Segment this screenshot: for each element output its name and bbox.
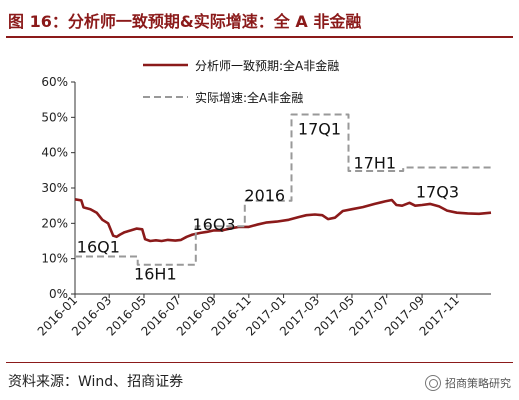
legend-label-1: 分析师一致预期:全A非金融 <box>195 58 339 73</box>
series-layer <box>74 113 492 266</box>
source-note: 资料来源：Wind、招商证券 <box>8 374 184 390</box>
title-rule <box>6 36 513 38</box>
annotation-label: 17Q3 <box>416 183 459 202</box>
brand: 招商策略研究 <box>425 375 511 391</box>
x-axis: 2016-012016-032016-052016-072016-092016-… <box>35 293 491 339</box>
y-tick-label: 40% <box>41 146 68 160</box>
y-tick-label: 60% <box>41 75 68 89</box>
footer-rule <box>6 362 513 363</box>
series-line-2 <box>75 113 491 266</box>
y-tick-label: 0% <box>49 287 68 301</box>
brand-label: 招商策略研究 <box>445 377 511 390</box>
annotation-label: 16Q1 <box>77 237 120 256</box>
series-line-1 <box>74 198 492 243</box>
wechat-logo-icon <box>425 375 441 391</box>
y-tick-label: 30% <box>41 181 68 195</box>
y-tick-label: 10% <box>41 252 68 266</box>
annotation-label: 16H1 <box>134 265 177 284</box>
y-tick-label: 50% <box>41 110 68 124</box>
annotation-layer: 16Q1 16H1 16Q3 2016 17Q1 17H1 17Q3 <box>77 120 459 284</box>
annotation-label: 2016 <box>244 186 285 205</box>
annotation-label: 16Q3 <box>192 215 235 234</box>
annotation-label: 17H1 <box>353 154 396 173</box>
y-axis: 0% 10% 20% 30% 40% 50% 60% <box>41 75 76 301</box>
y-tick-label: 20% <box>41 216 68 230</box>
annotation-label: 17Q1 <box>298 120 341 139</box>
chart-title: 图 16：分析师一致预期&实际增速：全 A 非金融 <box>8 12 362 31</box>
legend-label-2: 实际增速:全A非金融 <box>195 90 303 105</box>
